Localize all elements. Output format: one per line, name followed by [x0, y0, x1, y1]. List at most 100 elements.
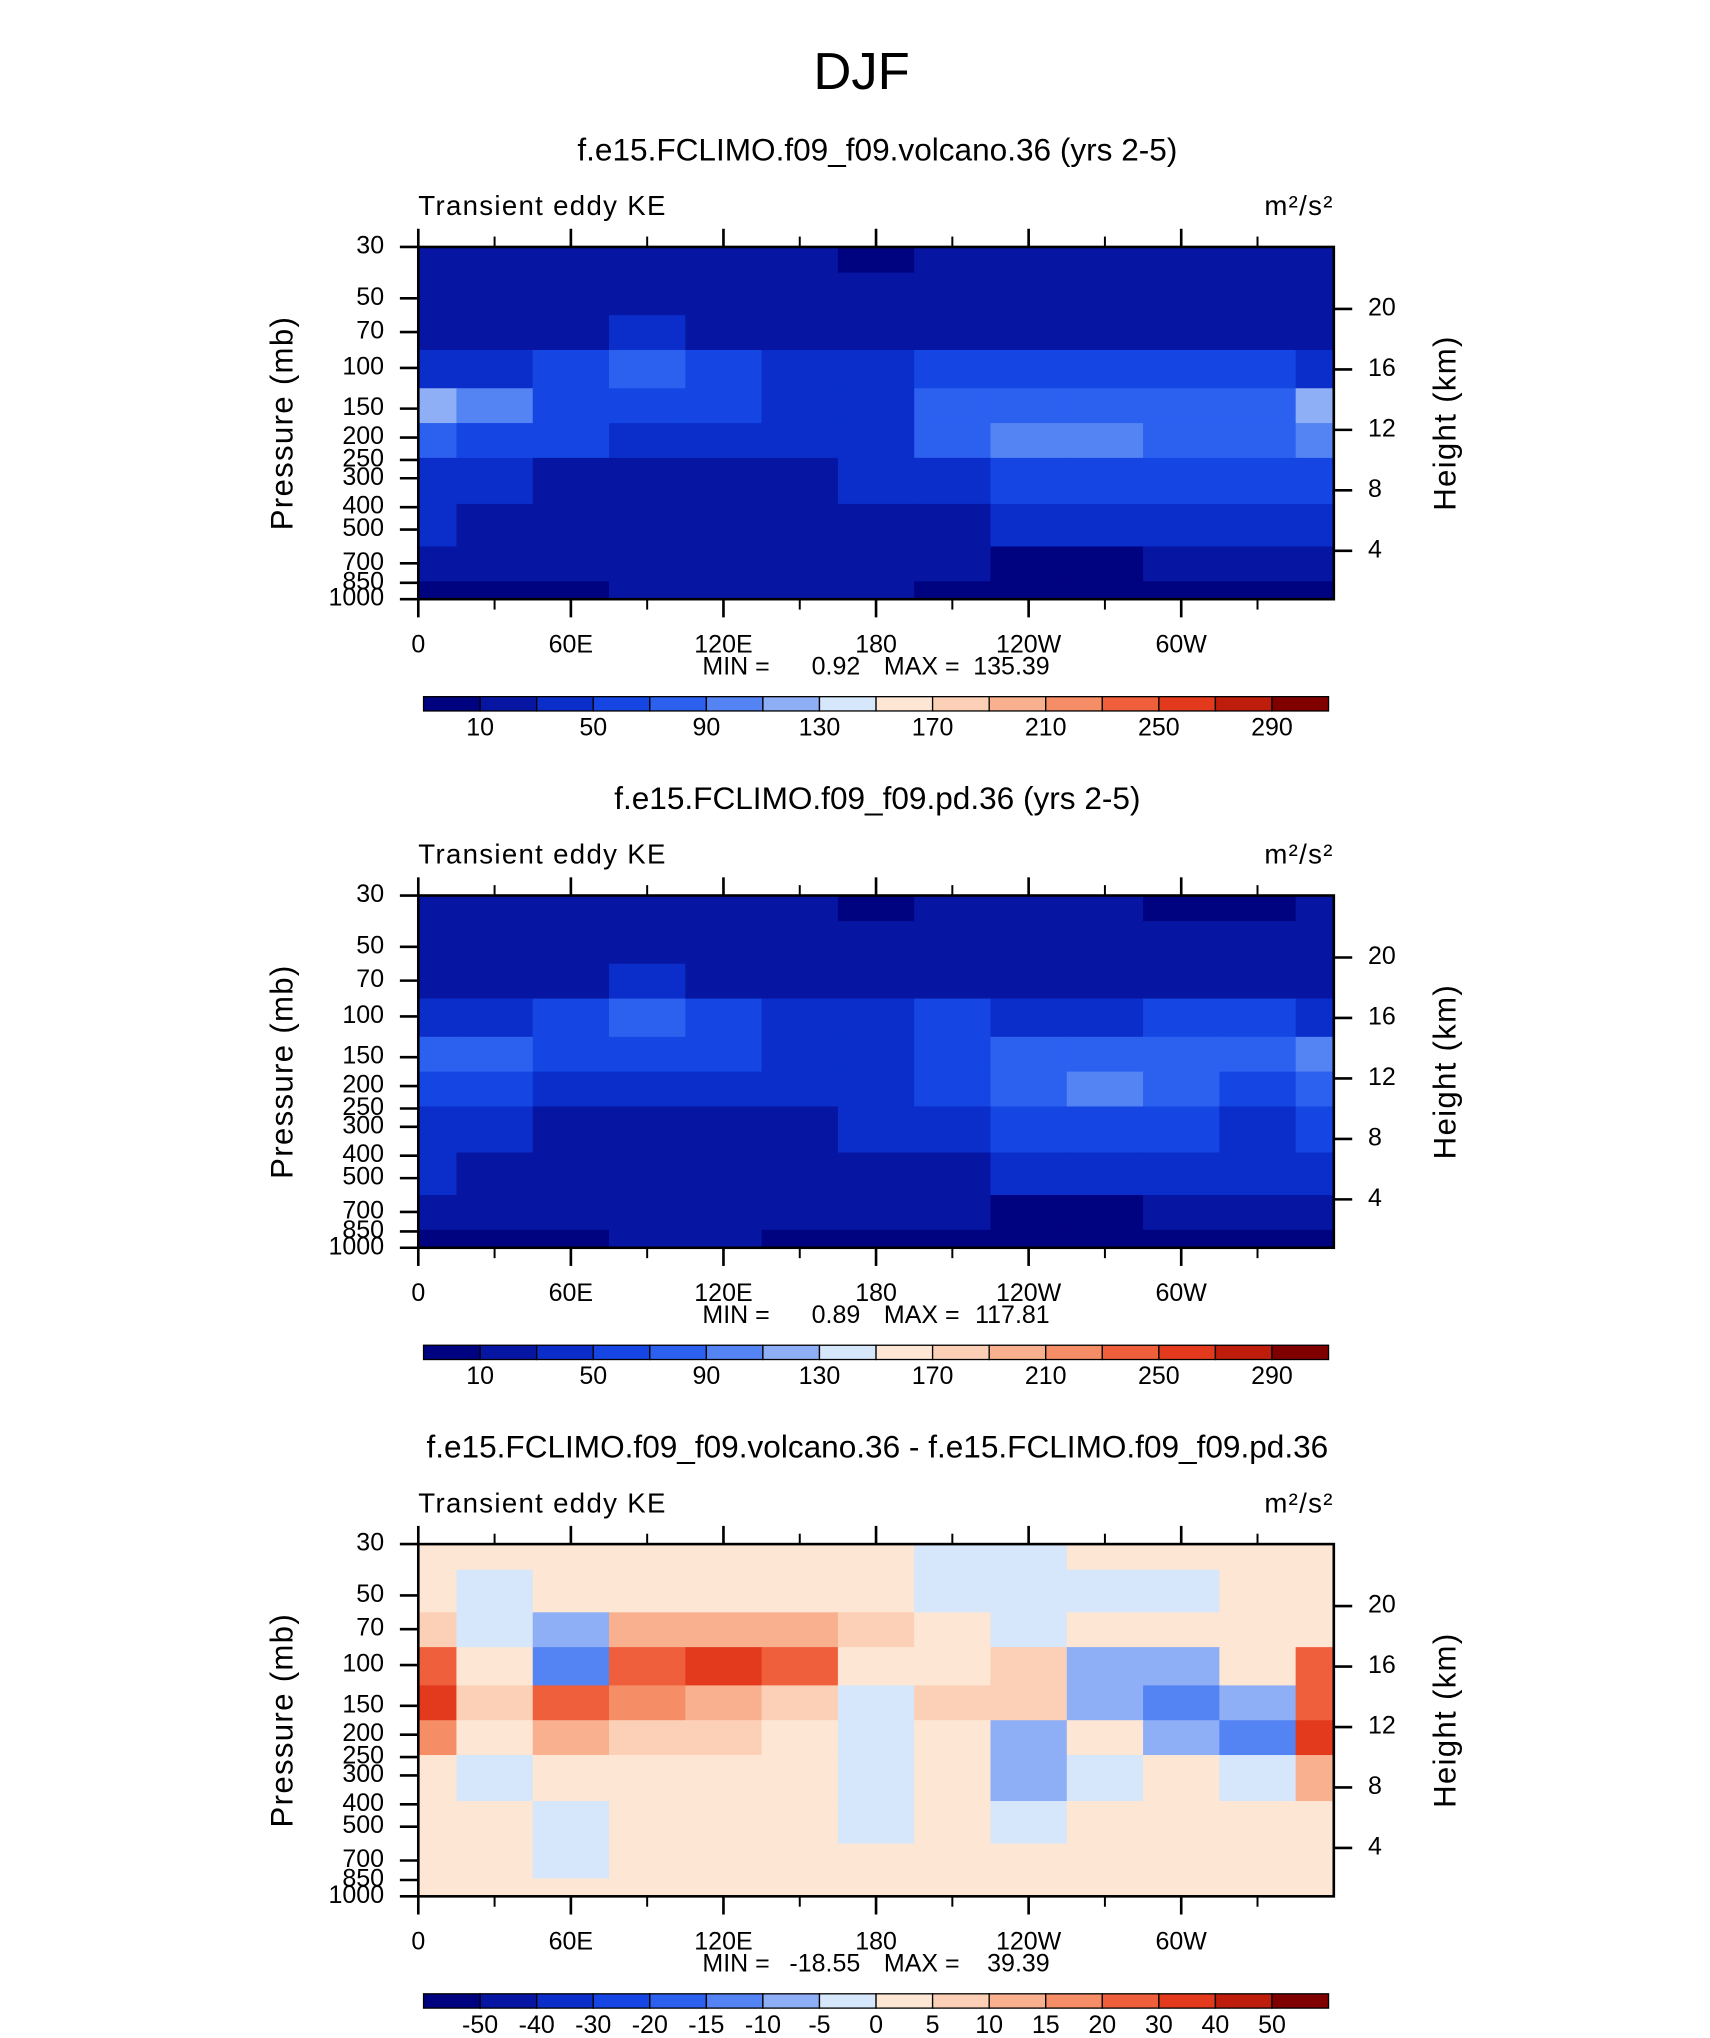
y-tick-label: 400 [342, 493, 384, 520]
x-tick-label: 60E [549, 1929, 593, 1956]
field-cell [990, 457, 1068, 505]
field-cell [532, 1755, 610, 1802]
colorbar-label: -50 [462, 2012, 498, 2038]
field-cell [990, 1544, 1068, 1571]
field-cell [1143, 315, 1221, 351]
x-tick-label: 60W [1156, 1929, 1208, 1956]
field-cell [418, 503, 458, 548]
panel-title: f.e15.FCLIMO.f09_f09.volcano.36 (yrs 2-5… [577, 132, 1177, 167]
field-cell [990, 1106, 1068, 1154]
field-cell [1219, 1878, 1297, 1898]
field-cell [990, 998, 1068, 1038]
colorbar-box [705, 1344, 764, 1361]
y-tick-label: 850 [342, 1217, 384, 1244]
field-cell [1219, 1229, 1297, 1249]
field-cell [1219, 895, 1297, 922]
colorbar-box [536, 696, 594, 712]
field-cell [1143, 895, 1221, 922]
field-cell [1066, 895, 1144, 922]
colorbar-label: -20 [632, 2012, 668, 2038]
field-cell [1143, 1544, 1221, 1571]
field-cell [1219, 388, 1297, 424]
field-cell [1219, 1843, 1297, 1880]
field-cell [1295, 1801, 1335, 1845]
field-cell [456, 963, 534, 1000]
field-cell [837, 1071, 915, 1108]
colorbar-box [762, 1344, 821, 1361]
field-cell [1066, 963, 1144, 1000]
field-cell [990, 963, 1068, 1000]
field-cell [990, 388, 1068, 424]
colorbar-label: -5 [808, 2012, 830, 2038]
field-cell [1066, 1612, 1144, 1648]
field-cell [837, 1801, 915, 1845]
field-cell [914, 1152, 992, 1196]
contour-field [418, 246, 1335, 600]
field-cell [1143, 503, 1221, 548]
field-cell [609, 1106, 687, 1154]
y-tick-label: 70 [356, 1615, 384, 1642]
colorbar-label: 10 [466, 715, 494, 742]
field-cell [761, 1544, 839, 1571]
field-cell [685, 895, 763, 922]
field-cell [1219, 963, 1297, 1000]
field-cell [609, 1720, 687, 1756]
x-tick-label: 60W [1156, 632, 1208, 659]
colorbar-label: 210 [1025, 715, 1067, 742]
field-cell [1143, 349, 1221, 390]
field-cell [914, 1195, 992, 1231]
colorbar-box [705, 696, 764, 712]
field-cell [418, 581, 458, 600]
field-cell [685, 1152, 763, 1196]
y2-tick-label: 12 [1368, 1064, 1396, 1091]
field-cell [1295, 246, 1335, 274]
contour-field [418, 1544, 1335, 1898]
field-cell [1066, 503, 1144, 548]
field-cell [990, 1071, 1068, 1108]
field-cell [761, 1801, 839, 1845]
field-cell [837, 581, 915, 600]
field-cell [418, 315, 458, 351]
field-cell [609, 921, 687, 965]
field-cell [837, 963, 915, 1000]
field-cell [685, 1647, 763, 1687]
x-tick-label: 180 [855, 1929, 897, 1956]
field-cell [761, 1647, 839, 1687]
colorbar-box [818, 1344, 877, 1361]
field-cell [1295, 272, 1335, 316]
field-cell [609, 1229, 687, 1249]
field-cell [990, 349, 1068, 390]
field-cell [609, 1801, 687, 1845]
y-tick-label: 700 [342, 549, 384, 576]
field-cell [914, 895, 992, 922]
min-label: MIN = [702, 1951, 769, 1978]
colorbar-label: -10 [745, 2012, 781, 2038]
field-cell [532, 1071, 610, 1108]
y-tick-label: 700 [342, 1846, 384, 1873]
colorbar-box [1045, 1344, 1103, 1361]
field-cell [418, 1036, 458, 1073]
field-cell [456, 1647, 534, 1687]
y-tick-label: 200 [342, 423, 384, 450]
field-cell [990, 546, 1068, 583]
field-cell [1143, 457, 1221, 505]
field-cell [418, 1685, 458, 1721]
field-cell [1066, 457, 1144, 505]
field-cell [418, 457, 458, 505]
field-cell [761, 388, 839, 424]
y-axis-title: Pressure (mb) [264, 964, 299, 1178]
field-cell [1295, 388, 1335, 424]
colorbar-label: 50 [1258, 2012, 1286, 2038]
y-tick-label: 70 [356, 318, 384, 345]
y-tick-label: 200 [342, 1720, 384, 1747]
field-cell [1219, 998, 1297, 1038]
field-cell [609, 457, 687, 505]
colorbar-box [422, 1993, 481, 2009]
y-tick-label: 70 [356, 966, 384, 993]
units-label: m²/s² [1264, 1487, 1333, 1518]
field-cell [418, 388, 458, 424]
field-cell [685, 1612, 763, 1648]
field-cell [761, 246, 839, 274]
colorbar-label: 130 [799, 715, 841, 742]
field-cell [837, 272, 915, 316]
